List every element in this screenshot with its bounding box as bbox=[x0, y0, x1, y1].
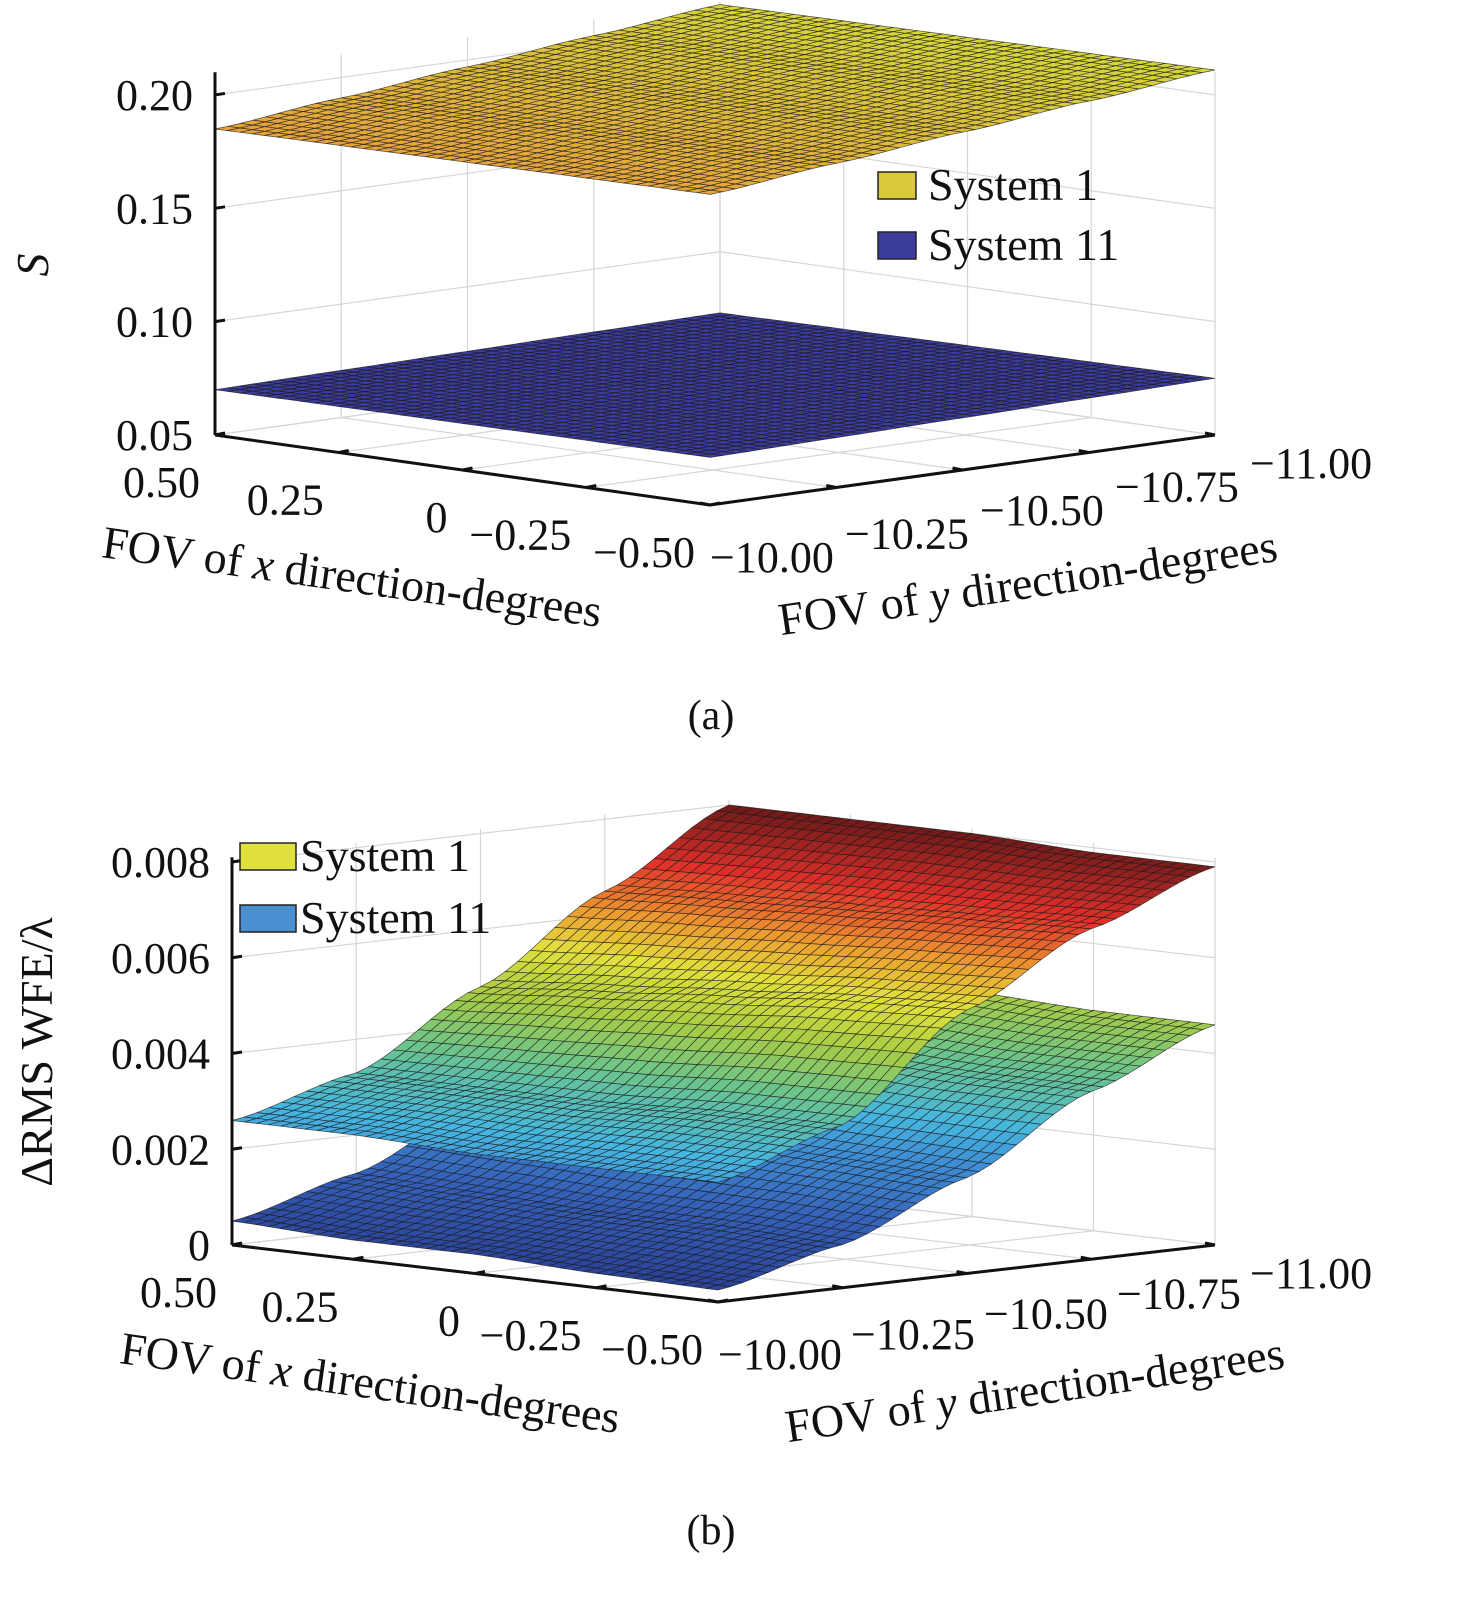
legend-label: System 11 bbox=[928, 219, 1119, 270]
y-tick bbox=[699, 501, 711, 507]
y-tick bbox=[825, 484, 837, 489]
legend-swatch bbox=[877, 231, 917, 260]
x-tick-label: −0.50 bbox=[593, 528, 695, 577]
chart-panel-a: 0.05 0.10 0.15 0.20 0.50 0.25 0 −0.25 −0.50 −10.0… bbox=[7, 2, 1372, 739]
surface-system-11 bbox=[214, 312, 1216, 458]
y-axis-label-prefix: FOV of bbox=[775, 572, 933, 645]
x-axis-label-prefix: FOV of bbox=[99, 516, 257, 588]
legend-swatch bbox=[877, 171, 917, 200]
y-tick bbox=[1204, 431, 1216, 437]
y-tick-label: −10.75 bbox=[1115, 463, 1239, 512]
y-tick-label: −10.50 bbox=[980, 486, 1104, 535]
z-tick bbox=[214, 205, 226, 210]
y-tick-label: −10.25 bbox=[845, 510, 969, 559]
y-tick-label: −11.00 bbox=[1250, 439, 1372, 488]
y-tick bbox=[952, 466, 963, 472]
x-tick bbox=[214, 431, 226, 437]
y-axis-label-suffix: direction-degrees bbox=[946, 520, 1281, 619]
z-tick-label: 0.05 bbox=[116, 411, 193, 460]
z-tick bbox=[214, 91, 226, 97]
x-tick bbox=[462, 466, 473, 472]
z-tick-label: 0.10 bbox=[116, 298, 193, 347]
y-tick-label: −10.00 bbox=[710, 533, 834, 582]
x-tick-label: 0 bbox=[426, 493, 448, 542]
x-tick-label: 0.25 bbox=[247, 476, 324, 525]
legend: System 1 System 11 bbox=[877, 159, 1119, 270]
y-tick bbox=[1078, 449, 1090, 454]
panel-caption: (a) bbox=[688, 693, 735, 739]
z-tick bbox=[214, 318, 226, 324]
z-axis-label: S bbox=[7, 254, 58, 277]
z-tick-label: 0.15 bbox=[116, 184, 193, 233]
z-tick-label: 0.20 bbox=[116, 71, 193, 120]
gridline bbox=[214, 251, 1216, 323]
x-tick-label: 0.50 bbox=[123, 458, 200, 507]
x-tick bbox=[709, 501, 721, 507]
x-tick-label: −0.25 bbox=[469, 511, 571, 560]
x-tick bbox=[585, 484, 597, 489]
legend-label: System 1 bbox=[928, 159, 1098, 210]
x-tick bbox=[338, 449, 350, 454]
